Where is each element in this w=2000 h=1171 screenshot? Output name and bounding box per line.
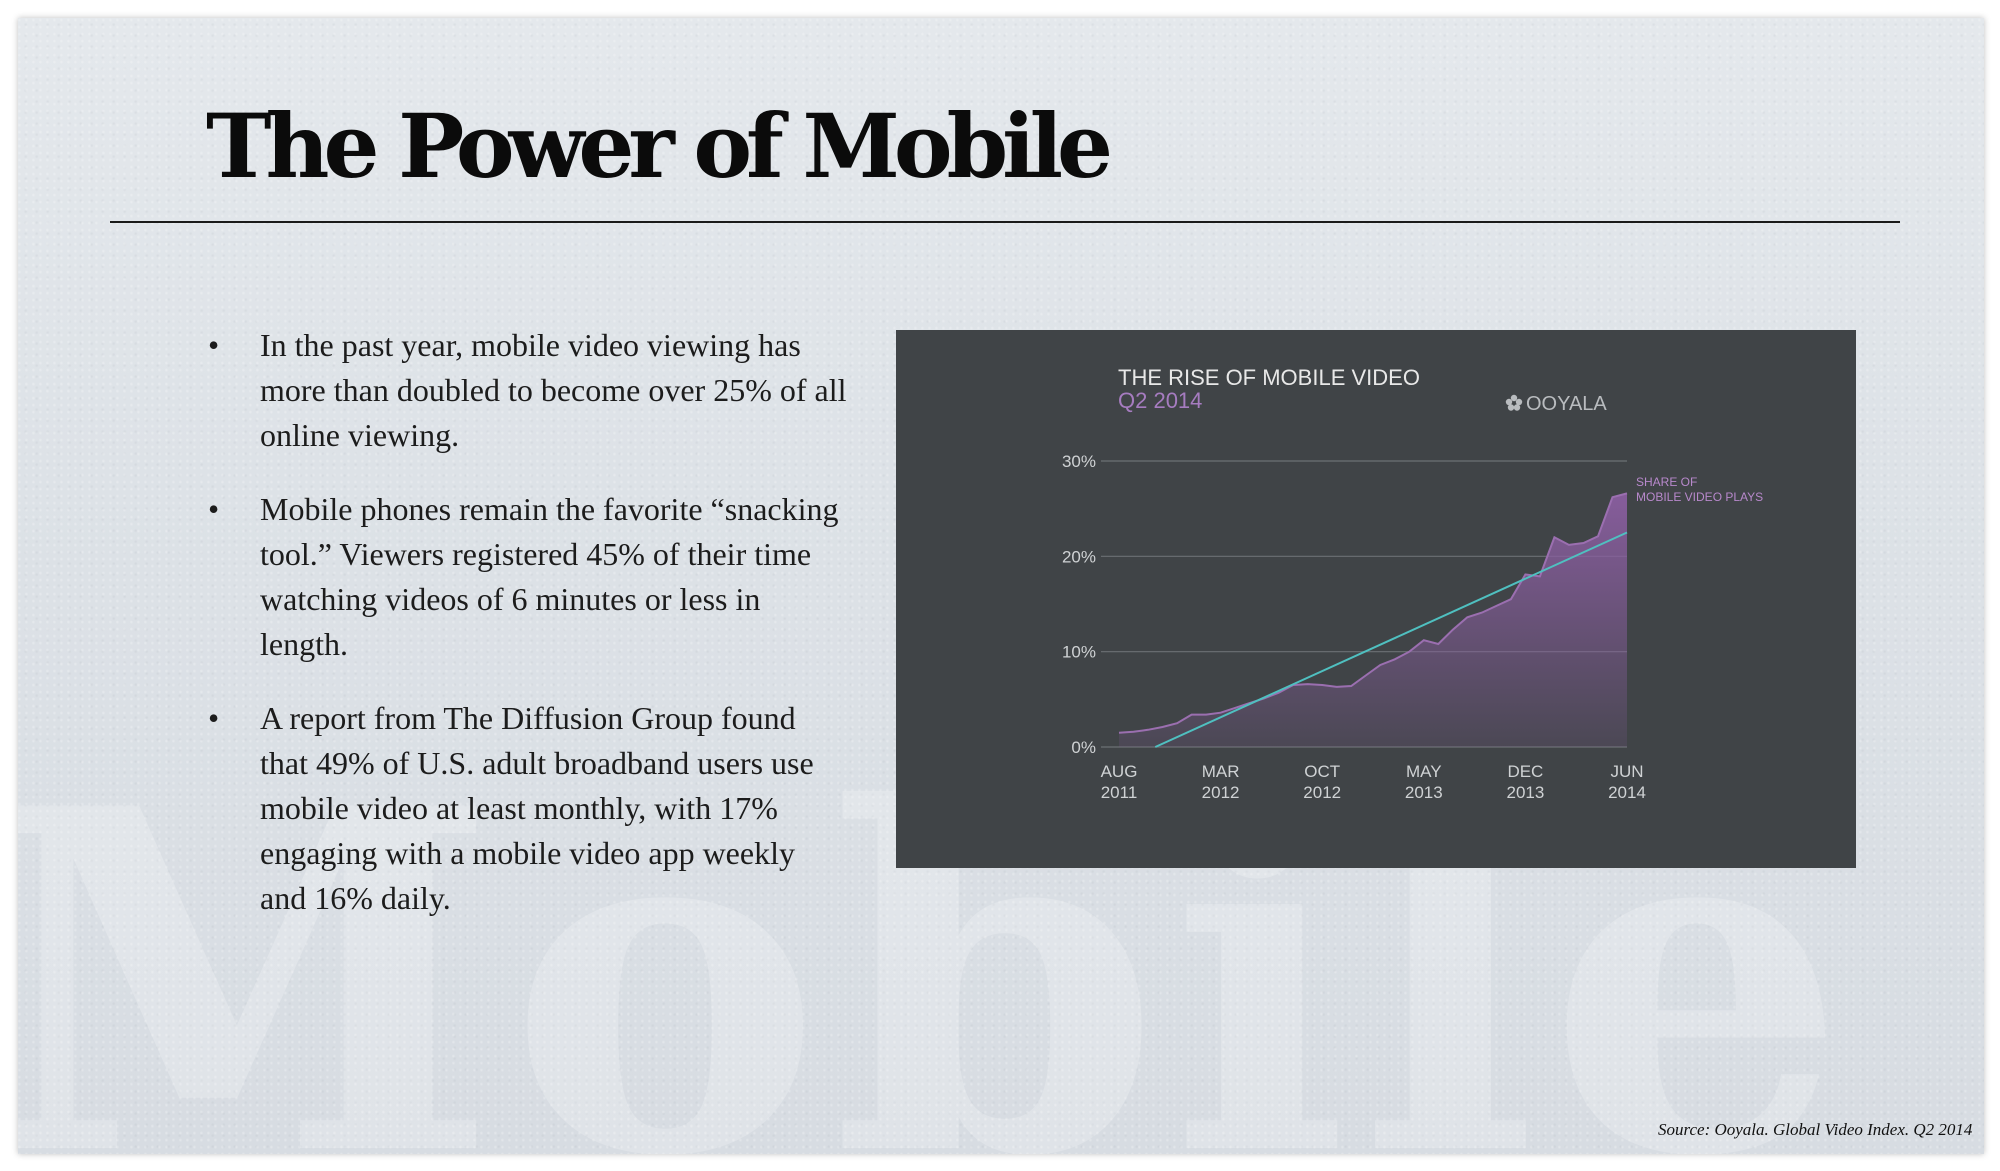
x-tick-label: 2012 [1303, 783, 1341, 802]
bullet-icon: • [208, 327, 220, 363]
bullet-text: In the past year, mobile video viewing h… [260, 327, 847, 453]
chart-title: THE RISE OF MOBILE VIDEO [1118, 365, 1420, 390]
x-tick-label: 2013 [1506, 783, 1544, 802]
x-tick-label: 2012 [1202, 783, 1240, 802]
slide: Mobile Phones The Power of Mobile • In t… [18, 18, 1984, 1154]
bullet-list: • In the past year, mobile video viewing… [208, 323, 848, 950]
slide-title: The Power of Mobile [206, 94, 1113, 198]
bullet-item: • Mobile phones remain the favorite “sna… [208, 487, 848, 667]
mobile-video-chart: THE RISE OF MOBILE VIDEO Q2 2014 OOYALA … [1062, 365, 1763, 802]
bullet-icon: • [208, 700, 220, 736]
y-tick-label: 30% [1062, 452, 1096, 471]
x-tick-label: AUG [1101, 762, 1138, 781]
chart-panel: THE RISE OF MOBILE VIDEO Q2 2014 OOYALA … [896, 330, 1856, 868]
x-tick-label: 2011 [1101, 783, 1138, 802]
area-fill [1119, 493, 1627, 747]
bullet-text: A report from The Diffusion Group found … [260, 700, 814, 916]
ooyala-logo: OOYALA [1505, 393, 1607, 415]
x-tick-label: 2014 [1608, 783, 1646, 802]
trend-line [1154, 531, 1628, 748]
x-tick-label: DEC [1507, 762, 1543, 781]
chart-subtitle: Q2 2014 [1118, 388, 1202, 413]
bullet-icon: • [208, 491, 220, 527]
x-tick-label: OCT [1304, 762, 1340, 781]
x-tick-label: MAR [1202, 762, 1240, 781]
x-tick-label: JUN [1610, 762, 1643, 781]
y-tick-label: 10% [1062, 643, 1096, 662]
source-citation: Source: Ooyala. Global Video Index. Q2 2… [1658, 1120, 1973, 1139]
bullet-item: • A report from The Diffusion Group foun… [208, 696, 848, 921]
bullet-text: Mobile phones remain the favorite “snack… [260, 491, 839, 662]
bullet-item: • In the past year, mobile video viewing… [208, 323, 848, 458]
brand-name: OOYALA [1526, 393, 1607, 415]
y-tick-label: 20% [1062, 547, 1096, 566]
x-tick-label: MAY [1406, 762, 1442, 781]
ooyala-mark-icon [1505, 394, 1523, 411]
y-tick-label: 0% [1071, 738, 1096, 757]
x-tick-label: 2013 [1405, 783, 1443, 802]
series-label: MOBILE VIDEO PLAYS [1636, 490, 1763, 504]
area-series-line [1118, 492, 1628, 734]
series-label: SHARE OF [1636, 475, 1697, 489]
title-divider [110, 221, 1900, 223]
